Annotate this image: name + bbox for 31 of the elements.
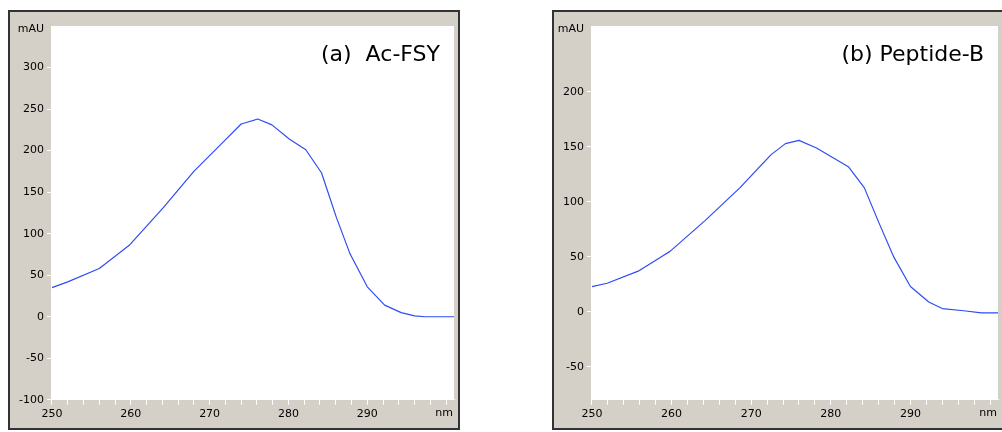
- y-axis-title: mAU: [17, 22, 44, 36]
- x-tick-label: 290: [356, 407, 378, 421]
- y-tick-label: 0: [577, 304, 584, 318]
- x-tick-label: 270: [740, 407, 762, 421]
- text: (b) Peptide-B: [841, 40, 984, 66]
- y-tick-label: 200: [22, 143, 44, 157]
- y-tick-label: 150: [22, 184, 44, 198]
- text: (a) Ac-FSY: [320, 40, 441, 66]
- y-tick-label: 150: [563, 139, 584, 153]
- y-tick-label: -100: [19, 392, 44, 406]
- y-tick-label: -50: [26, 351, 44, 365]
- x-axis-title: nm: [435, 406, 453, 420]
- x-tick-label: 250: [581, 407, 603, 421]
- x-tick-label: 260: [120, 407, 142, 421]
- y-tick-label: 50: [570, 249, 584, 263]
- x-tick-label: 250: [41, 407, 63, 421]
- x-tick-label: 280: [820, 407, 842, 421]
- x-axis-title: nm: [979, 406, 997, 420]
- x-tick-label: 270: [199, 407, 221, 421]
- x-tick-label: 280: [277, 407, 299, 421]
- y-tick-label: 200: [563, 84, 584, 98]
- y-tick-label: -50: [566, 359, 584, 373]
- y-tick-label: 300: [22, 60, 44, 74]
- y-tick-label: 0: [36, 309, 44, 323]
- y-axis-title: mAU: [557, 22, 584, 36]
- y-tick-label: 100: [563, 194, 584, 208]
- y-tick-label: 100: [22, 226, 44, 240]
- x-tick-label: 260: [661, 407, 683, 421]
- x-tick-label: 290: [899, 407, 921, 421]
- y-tick-label: 50: [29, 268, 44, 282]
- y-tick-label: 250: [22, 101, 44, 115]
